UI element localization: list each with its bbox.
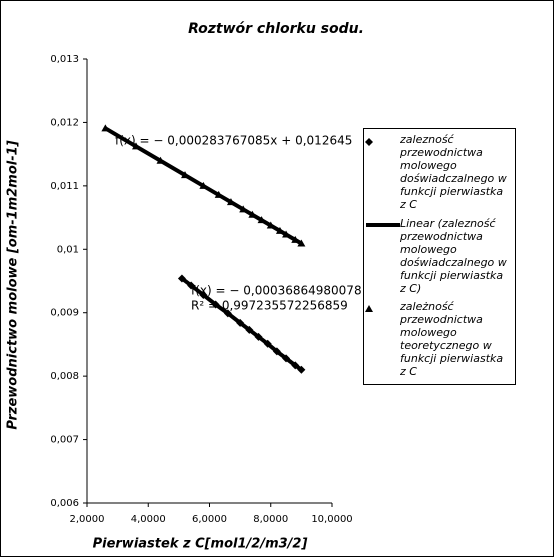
point — [226, 198, 235, 206]
trend-equation: f(x) = − 0,00036864980078 — [191, 284, 362, 298]
point — [248, 210, 257, 218]
legend-label: zalezność przewodnictwa molowego doświad… — [400, 133, 507, 211]
point — [214, 190, 223, 198]
y-tick-label: 0,011 — [50, 181, 79, 192]
x-tick-label: 2,0000 — [70, 514, 105, 525]
point — [257, 216, 266, 224]
trend-equation: f(x) = − 0,000283767085x + 0,012645 — [115, 134, 352, 148]
point — [236, 318, 245, 327]
point — [156, 156, 165, 164]
x-tick-label: 10,0000 — [311, 514, 352, 525]
point — [266, 221, 275, 229]
point — [263, 339, 272, 348]
point — [282, 354, 291, 363]
point — [181, 171, 189, 179]
point — [275, 226, 284, 234]
point — [254, 332, 263, 341]
point — [199, 290, 208, 299]
x-axis-label: Pierwiastek z C[mol1/2/m3/2] — [93, 537, 308, 552]
point — [177, 274, 186, 283]
y-tick-label: 0,012 — [50, 117, 79, 128]
point — [101, 124, 110, 132]
point — [291, 361, 300, 370]
point — [272, 347, 281, 356]
point — [132, 142, 140, 150]
legend-box — [363, 128, 516, 385]
point — [282, 230, 291, 238]
point — [239, 205, 248, 213]
point — [187, 281, 196, 290]
y-axis-label: Przewodnictwo molowe [om-1m2mol-1] — [6, 140, 21, 429]
point — [223, 309, 232, 318]
trend-r2: R² = 0,997235572256859 — [191, 299, 348, 313]
y-tick-label: 0,013 — [50, 54, 79, 65]
y-tick-label: 0,007 — [50, 435, 79, 446]
point — [199, 181, 208, 189]
point — [211, 300, 220, 309]
x-tick-label: 6,0000 — [192, 514, 227, 525]
point — [291, 235, 300, 243]
point — [245, 325, 254, 334]
x-tick-label: 8,0000 — [253, 514, 288, 525]
chart-title: Roztwór chlorku sodu. — [188, 21, 364, 37]
y-tick-label: 0,01 — [57, 244, 79, 255]
x-tick-label: 4,0000 — [131, 514, 166, 525]
legend-marker — [365, 305, 373, 312]
point — [297, 365, 306, 374]
point — [297, 239, 306, 247]
y-tick-label: 0,009 — [50, 308, 79, 319]
legend-label: Linear (zalezność przewodnictwa molowego… — [400, 217, 507, 295]
y-tick-label: 0,008 — [50, 371, 79, 382]
legend-label: zależność przewodnictwa molowego teorety… — [400, 300, 504, 378]
y-tick-label: 0,006 — [50, 498, 79, 509]
legend-marker — [365, 138, 373, 146]
